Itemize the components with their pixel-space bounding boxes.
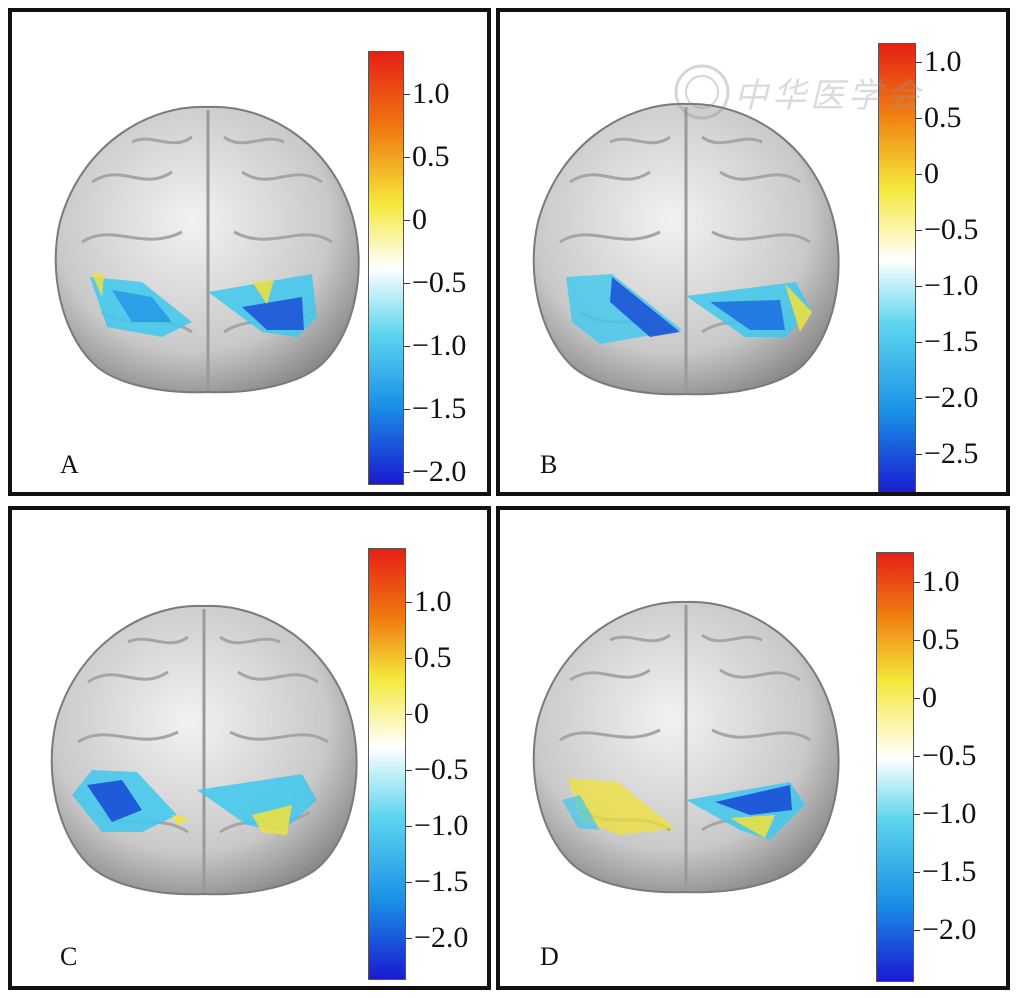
activation-left <box>72 770 190 832</box>
brain-render <box>532 600 840 894</box>
colorbar <box>368 548 406 980</box>
tick-label: 0.5 <box>924 101 962 134</box>
tick-label: −0.5 <box>924 213 979 246</box>
tick-label: −2.0 <box>922 913 977 946</box>
watermark-text: 中华医学会 <box>734 78 924 115</box>
tick-label: 0 <box>412 203 427 236</box>
tick-label: −1.5 <box>922 855 977 888</box>
activation-right <box>208 274 317 337</box>
tick-label: 1.0 <box>412 77 450 110</box>
tick-label: −1.0 <box>414 809 469 842</box>
tick-label: 0 <box>924 157 939 190</box>
tick-label: 0 <box>414 697 429 730</box>
panel-b: B 1.0 0.5 0 −0.5 −1.0 −1.5 −2.0 −2.5 <box>496 8 1010 496</box>
tick-label: 0.5 <box>414 641 452 674</box>
activation-right <box>686 782 805 840</box>
tick-label: 1.0 <box>414 585 452 618</box>
panel-label: D <box>540 942 559 971</box>
panel-label: A <box>60 450 79 479</box>
tick-label: −1.5 <box>414 865 469 898</box>
tick-label: 1.0 <box>922 565 960 598</box>
tick-label: −0.5 <box>412 266 467 299</box>
tick-label: −1.5 <box>412 392 467 425</box>
tick-label: −1.0 <box>922 797 977 830</box>
colorbar <box>876 552 914 982</box>
panel-a: A 1.0 0.5 0 −0.5 −1.0 −1.5 −2.0 <box>8 8 491 496</box>
tick-label: −2.0 <box>412 455 467 488</box>
tick-label: 0.5 <box>412 140 450 173</box>
colorbar <box>878 43 916 492</box>
tick-label: 0.5 <box>922 623 960 656</box>
activation-right <box>686 282 812 337</box>
activation-left <box>562 778 675 835</box>
panel-d: D 1.0 0.5 0 −0.5 −1.0 −1.5 −2.0 <box>496 506 1010 990</box>
seal-icon <box>674 64 730 120</box>
tick-label: −1.0 <box>924 269 979 302</box>
brain-render <box>532 102 840 396</box>
activation-left <box>566 274 682 344</box>
tick-label: −0.5 <box>414 753 469 786</box>
panel-label: C <box>60 942 78 971</box>
colorbar <box>368 51 404 485</box>
tick-label: −0.5 <box>922 739 977 772</box>
tick-label: −1.0 <box>412 329 467 362</box>
activation-left <box>90 274 192 337</box>
brain-render <box>54 105 360 394</box>
watermark: 中华医学会 <box>672 62 972 122</box>
tick-label: 1.0 <box>924 45 962 78</box>
tick-label: −1.5 <box>924 325 979 358</box>
tick-label: −2.0 <box>414 921 469 954</box>
panel-c: C 1.0 0.5 0 −0.5 −1.0 −1.5 −2.0 <box>8 506 491 990</box>
brain-render <box>50 604 358 896</box>
tick-label: 0 <box>922 681 937 714</box>
tick-label: −2.0 <box>924 381 979 414</box>
panel-label: B <box>540 450 558 479</box>
tick-label: −2.5 <box>924 437 979 470</box>
activation-right <box>197 774 317 835</box>
